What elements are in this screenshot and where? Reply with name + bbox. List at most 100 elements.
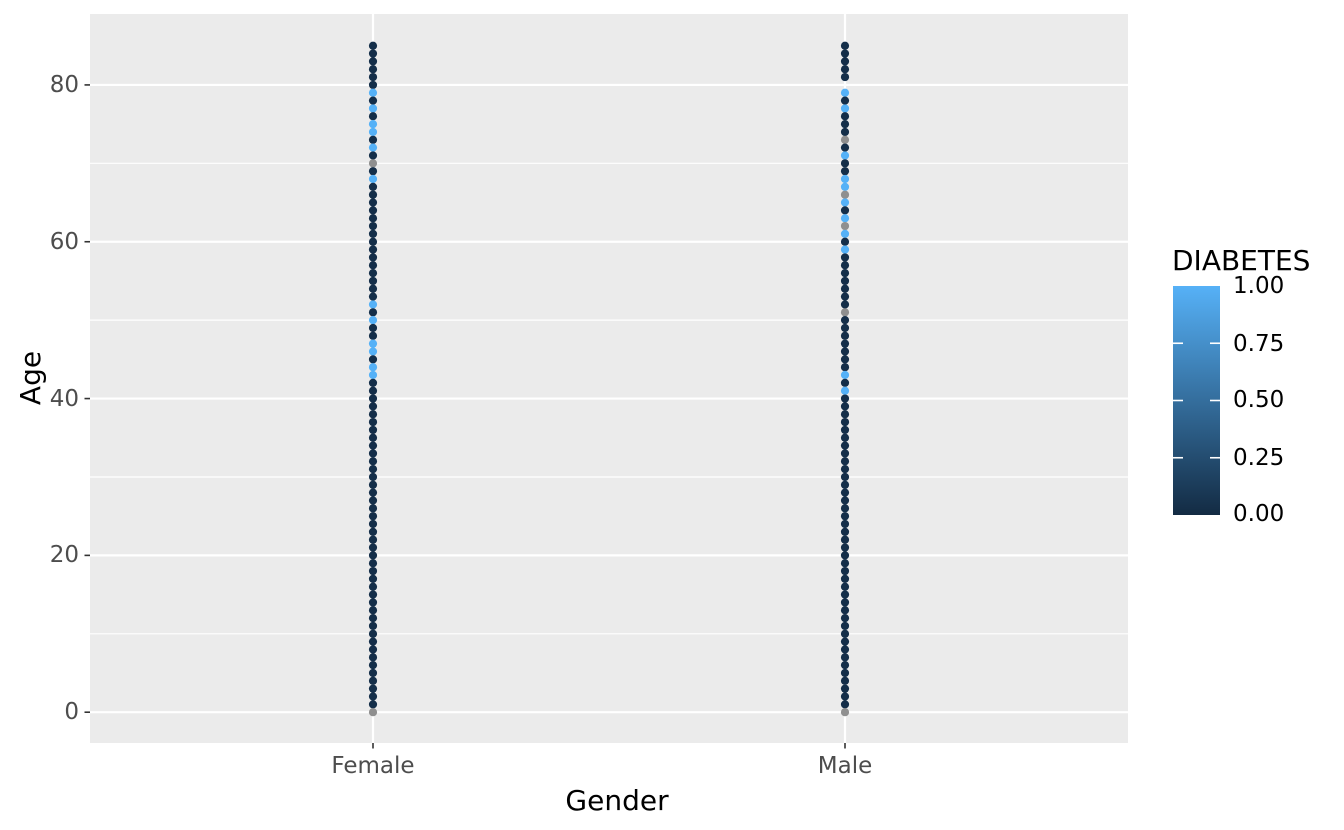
data-point xyxy=(840,323,850,333)
legend-tick-label: 0.50 xyxy=(1233,387,1285,413)
data-point xyxy=(368,668,378,678)
data-point xyxy=(840,308,850,317)
data-point xyxy=(840,363,850,372)
data-point xyxy=(368,323,378,333)
data-point xyxy=(368,582,378,591)
data-point xyxy=(368,370,378,380)
data-point xyxy=(368,190,378,199)
data-point xyxy=(840,566,850,576)
data-point xyxy=(840,104,850,113)
y-axis-tick-label: 20 xyxy=(49,542,79,568)
data-point xyxy=(368,182,378,191)
data-point xyxy=(368,135,378,144)
data-point xyxy=(840,300,850,309)
data-point xyxy=(368,214,378,223)
data-point xyxy=(840,606,850,615)
data-point xyxy=(368,425,378,435)
data-point xyxy=(368,512,378,521)
data-point xyxy=(840,480,850,489)
data-point xyxy=(368,229,378,238)
data-point xyxy=(368,394,378,403)
data-point xyxy=(368,316,378,325)
data-point xyxy=(840,676,850,685)
data-point xyxy=(368,519,378,529)
data-point xyxy=(840,370,850,380)
data-point xyxy=(368,378,378,387)
data-point xyxy=(840,417,850,427)
data-point xyxy=(840,472,850,482)
data-point xyxy=(368,300,378,309)
data-point xyxy=(368,559,378,568)
data-point xyxy=(368,433,378,442)
data-point xyxy=(840,504,850,513)
data-point xyxy=(840,402,850,411)
data-point xyxy=(368,457,378,466)
data-point xyxy=(368,159,378,168)
data-point xyxy=(368,104,378,113)
data-point xyxy=(368,65,378,74)
data-point xyxy=(368,480,378,489)
data-point xyxy=(840,127,850,137)
data-point xyxy=(840,182,850,191)
data-point xyxy=(368,700,378,709)
data-point xyxy=(368,261,378,270)
data-point xyxy=(840,629,850,638)
data-point xyxy=(368,621,378,631)
legend-title: DIABETES xyxy=(1172,244,1311,277)
data-point xyxy=(840,292,850,301)
data-point xyxy=(840,378,850,387)
data-point xyxy=(840,559,850,568)
data-point xyxy=(368,645,378,654)
data-point xyxy=(840,598,850,607)
data-point xyxy=(840,574,850,584)
data-point xyxy=(368,535,378,544)
data-point xyxy=(368,72,378,82)
y-axis-tick-label: 40 xyxy=(49,386,79,412)
data-point xyxy=(840,229,850,238)
data-point xyxy=(840,582,850,591)
data-point xyxy=(840,551,850,560)
data-point xyxy=(840,684,850,693)
data-point xyxy=(840,645,850,654)
data-point xyxy=(840,269,850,278)
data-point xyxy=(840,668,850,678)
data-point xyxy=(840,527,850,536)
data-point xyxy=(840,159,850,168)
data-point xyxy=(840,433,850,442)
data-point xyxy=(840,653,850,662)
data-point xyxy=(840,339,850,348)
data-point xyxy=(840,151,850,160)
data-point xyxy=(368,692,378,701)
data-point xyxy=(368,465,378,474)
data-point xyxy=(840,112,850,121)
data-point xyxy=(840,621,850,631)
data-point xyxy=(840,65,850,74)
data-point xyxy=(840,386,850,395)
data-point xyxy=(840,496,850,505)
data-point xyxy=(368,221,378,231)
data-point xyxy=(840,96,850,105)
data-point xyxy=(840,316,850,325)
data-point xyxy=(368,637,378,646)
data-point xyxy=(368,410,378,419)
data-point xyxy=(840,347,850,356)
data-point xyxy=(368,245,378,254)
data-point xyxy=(368,331,378,340)
data-point xyxy=(840,449,850,458)
data-point xyxy=(368,237,378,246)
data-point xyxy=(368,386,378,395)
legend-tick-label: 1.00 xyxy=(1233,273,1285,299)
data-point xyxy=(368,402,378,411)
data-point xyxy=(368,292,378,301)
data-point xyxy=(840,41,850,50)
data-point xyxy=(368,57,378,66)
data-point xyxy=(368,598,378,607)
x-axis-title: Gender xyxy=(565,784,669,817)
data-point xyxy=(368,417,378,427)
data-point xyxy=(840,488,850,497)
data-point xyxy=(368,629,378,638)
data-point xyxy=(368,127,378,137)
data-point xyxy=(840,394,850,403)
